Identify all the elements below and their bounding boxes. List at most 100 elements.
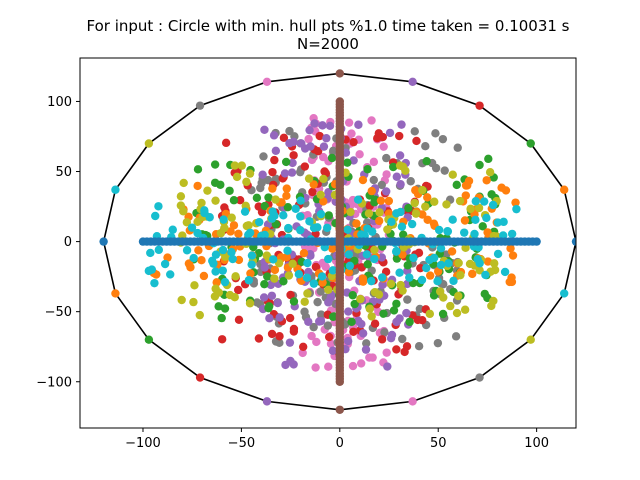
data-point [211, 250, 221, 259]
hull-point [559, 289, 569, 298]
data-point [470, 229, 479, 239]
x-axis: −100 −50 0 50 100 [125, 428, 549, 451]
data-point [217, 313, 226, 323]
data-point [411, 209, 421, 218]
data-point [343, 158, 352, 167]
data-point [255, 217, 264, 227]
data-point [358, 274, 368, 283]
data-point [449, 276, 458, 286]
data-point [324, 362, 333, 371]
data-point [442, 200, 451, 209]
data-point [311, 363, 320, 372]
data-point [244, 276, 254, 285]
data-point [284, 271, 294, 280]
data-point [344, 250, 354, 259]
data-point [362, 250, 371, 259]
hull-layer [99, 69, 576, 414]
data-point [425, 271, 435, 280]
data-point [296, 225, 305, 235]
data-point [260, 201, 269, 211]
data-point [459, 228, 469, 237]
chart-title: For input : Circle with min. hull pts %1… [87, 17, 570, 35]
data-point [319, 174, 328, 184]
data-point [377, 180, 386, 190]
data-point [460, 216, 470, 225]
data-point [328, 266, 338, 275]
data-point [285, 338, 295, 347]
data-point [505, 277, 514, 287]
data-point [214, 302, 223, 311]
data-point [410, 127, 419, 136]
data-point [392, 299, 401, 308]
data-point [309, 180, 318, 189]
data-point [358, 175, 368, 185]
data-point [208, 256, 217, 266]
data-point [270, 274, 279, 283]
data-point [429, 253, 439, 263]
data-point [266, 280, 276, 290]
x-tick-label: 0 [336, 436, 344, 451]
data-point [414, 341, 424, 351]
data-point [187, 223, 197, 232]
data-point [289, 151, 298, 160]
data-point [456, 270, 465, 280]
data-point [397, 120, 406, 129]
data-point [370, 245, 379, 255]
data-point [392, 345, 401, 354]
data-point [487, 190, 496, 199]
data-point [418, 210, 427, 219]
data-point [275, 313, 284, 322]
data-point [197, 256, 206, 265]
data-point [328, 312, 338, 322]
data-point [254, 202, 263, 211]
data-point [430, 197, 439, 206]
data-point [346, 207, 355, 217]
data-point [392, 247, 401, 256]
data-point [189, 297, 198, 307]
data-point [327, 153, 337, 163]
data-point [289, 297, 299, 306]
data-point [375, 208, 384, 217]
data-point [260, 263, 269, 272]
data-point [307, 331, 316, 341]
data-point [363, 260, 372, 269]
y-tick-label: 50 [55, 165, 72, 180]
data-point [425, 309, 435, 319]
data-point [508, 251, 518, 260]
data-point [474, 203, 484, 213]
data-point [443, 227, 452, 236]
data-point [347, 129, 356, 138]
data-point [275, 338, 284, 348]
data-point [324, 254, 333, 264]
data-point [490, 259, 499, 268]
data-point [379, 309, 388, 318]
data-point [422, 263, 431, 273]
data-point [235, 196, 245, 205]
data-point [237, 161, 247, 170]
data-point [349, 137, 358, 147]
data-point [177, 295, 186, 305]
data-point [317, 272, 327, 281]
data-point [260, 125, 269, 135]
data-point [421, 202, 430, 211]
data-point [365, 304, 375, 313]
hull-point [262, 77, 272, 87]
data-point [315, 131, 324, 141]
data-point [410, 198, 419, 208]
data-point [328, 146, 338, 156]
data-point [378, 273, 387, 282]
data-point [265, 302, 274, 311]
data-point [309, 322, 318, 332]
data-point [282, 252, 291, 262]
data-point [306, 142, 315, 151]
data-point [500, 267, 510, 277]
data-point [318, 152, 328, 162]
data-point [319, 197, 328, 206]
data-point [279, 133, 289, 142]
data-point [176, 192, 186, 201]
data-point [350, 299, 359, 309]
data-point [483, 228, 492, 237]
data-point [382, 348, 391, 357]
data-point [150, 278, 159, 288]
data-point [398, 286, 407, 295]
